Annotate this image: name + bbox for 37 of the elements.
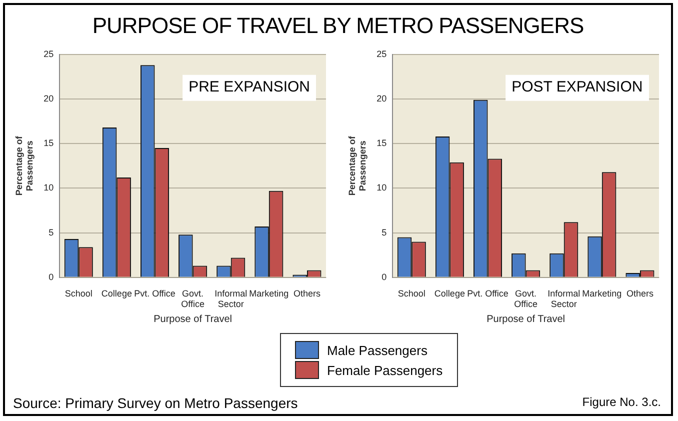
y-tick-label: 15 (376, 138, 386, 148)
x-tick-label: Others (626, 288, 654, 298)
x-tick-label: Marketing (248, 288, 288, 298)
x-axis-title: Purpose of Travel (486, 314, 564, 325)
x-tick-label: School (397, 288, 425, 298)
x-tick-label: Govt. Office (514, 288, 537, 310)
x-tick-label: Pvt. Office (134, 288, 175, 298)
y-tick-label: 15 (43, 138, 54, 148)
y-tick-label: 20 (376, 93, 386, 104)
y-axis-title: Percentage of Passengers (13, 135, 34, 196)
x-tick-label: Informal Sector (547, 288, 580, 310)
y-tick-label: 10 (376, 182, 386, 193)
y-tick-label: 0 (381, 272, 386, 282)
source-note: Source: Primary Survey on Metro Passengers (13, 395, 298, 411)
x-tick-label: Informal Sector (214, 288, 247, 310)
text: PRE EXPANSION (188, 78, 310, 96)
x-axis-title: Purpose of Travel (153, 314, 232, 325)
legend-label: Male Passengers (327, 342, 428, 358)
text: POST EXPANSION (511, 78, 642, 96)
y-tick-label: 0 (48, 272, 54, 282)
chart-title: PURPOSE OF TRAVEL BY METRO PASSENGERS (91, 13, 585, 40)
x-tick-label: College (434, 288, 464, 298)
x-tick-label: School (64, 288, 92, 298)
y-tick-label: 5 (381, 227, 386, 238)
y-tick-label: 25 (376, 48, 386, 59)
x-tick-label: College (100, 288, 132, 298)
x-tick-label: Govt. Office (180, 288, 204, 310)
y-tick-label: 25 (43, 48, 54, 59)
x-tick-label: Marketing (582, 288, 622, 298)
y-tick-label: 5 (48, 227, 54, 238)
text: Figure No. 3.c. (582, 395, 661, 409)
x-tick-label: Pvt. Office (466, 288, 508, 298)
y-tick-label: 10 (43, 182, 54, 193)
x-tick-label: Others (292, 288, 320, 298)
legend-label: Female Passengers (327, 362, 443, 378)
y-axis-title: Percentage of Passengers (346, 135, 368, 196)
y-tick-label: 20 (43, 93, 54, 104)
